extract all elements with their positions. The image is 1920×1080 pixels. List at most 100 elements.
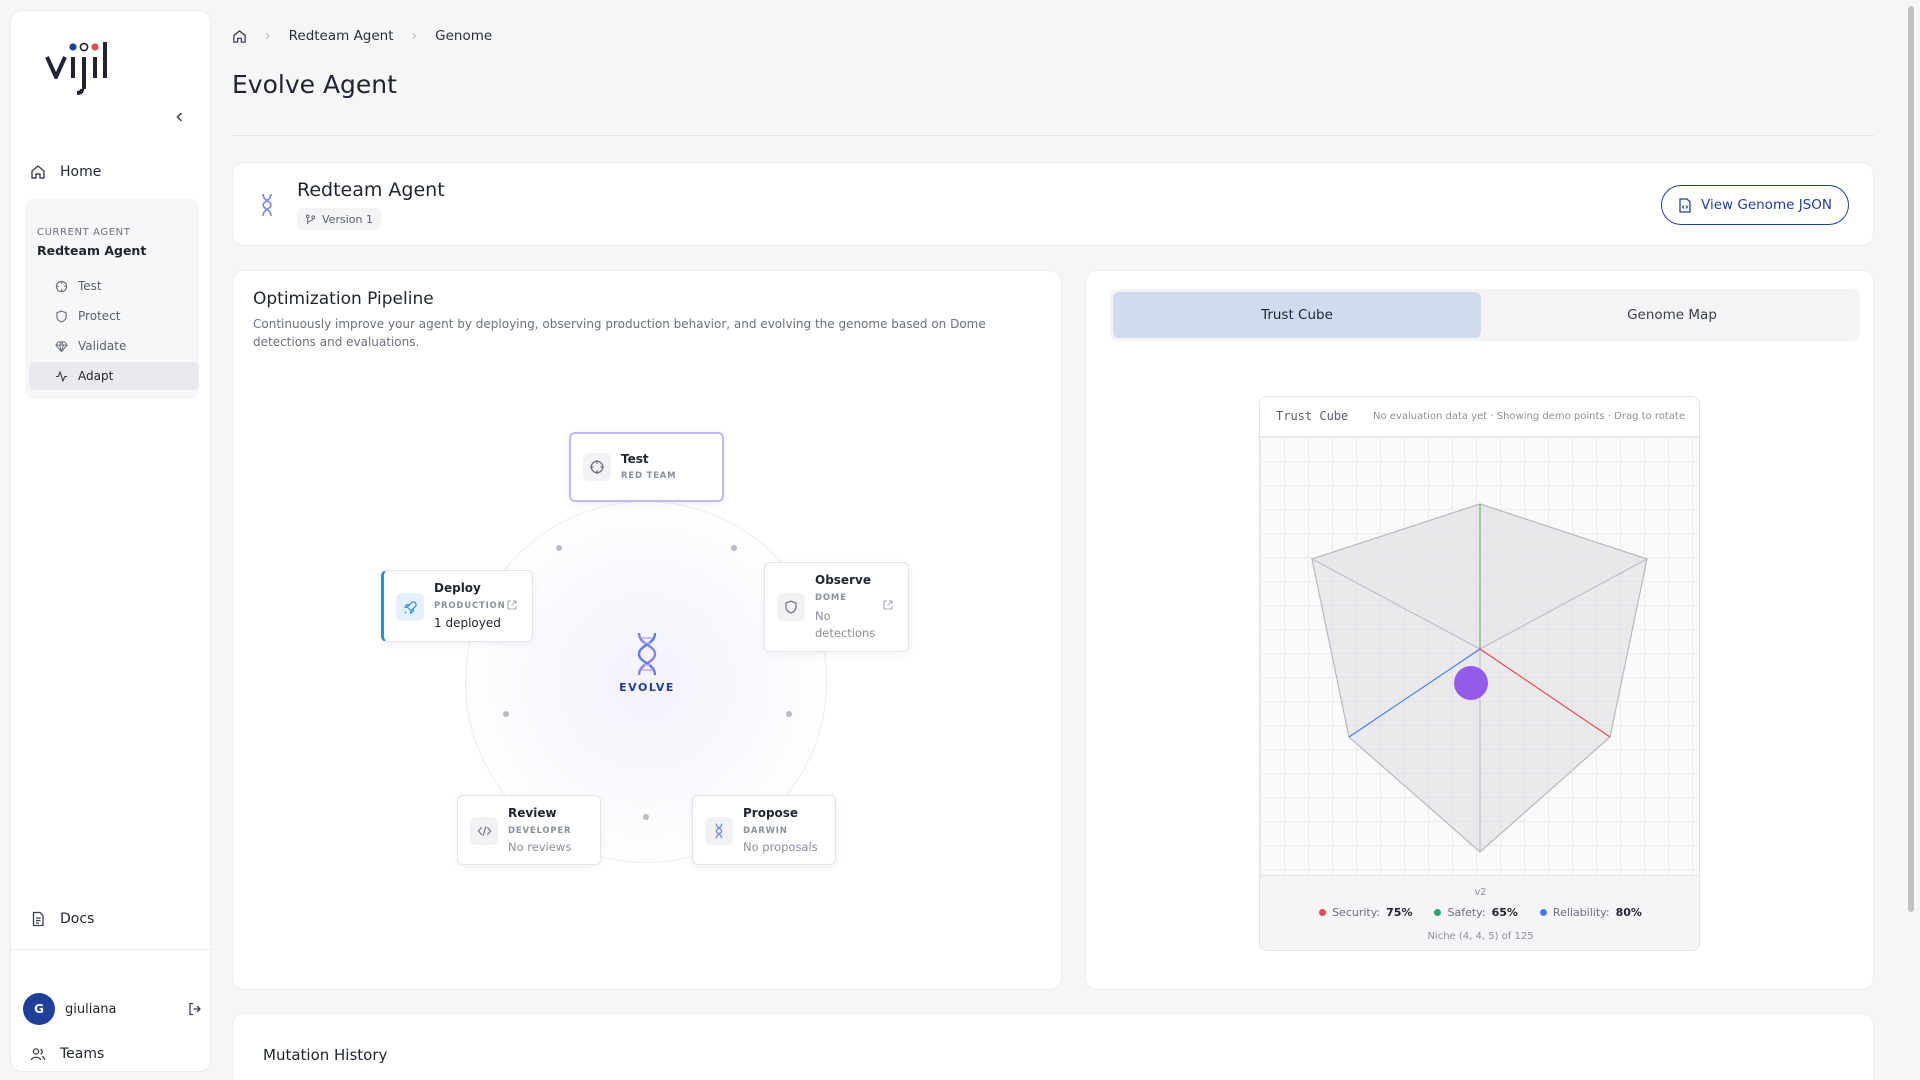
ring-dot	[731, 545, 737, 551]
avatar[interactable]: G	[23, 993, 55, 1025]
page-title: Evolve Agent	[232, 70, 397, 99]
legend-item-safety: Safety: 65%	[1434, 906, 1518, 919]
legend-dot	[1434, 909, 1442, 916]
agent-name: Redteam Agent	[297, 179, 445, 201]
user-name: giuliana	[65, 1001, 117, 1017]
agent-header-card: Redteam Agent Version 1 View Genome JSON	[232, 162, 1874, 246]
code-icon-box	[470, 817, 498, 845]
trust-cube-note: No evaluation data yet · Showing demo po…	[1372, 411, 1685, 422]
legend-dot	[1539, 909, 1547, 916]
trust-cube-svg[interactable]	[1260, 437, 1700, 875]
node-status: No proposals	[743, 840, 818, 854]
breadcrumb-item-agent[interactable]: Redteam Agent	[288, 28, 394, 44]
trust-cube-legend: Security: 75% Safety: 65% Reliability: 8…	[1260, 906, 1699, 919]
trust-cube-niche: Niche (4, 4, 5) of 125	[1427, 931, 1534, 942]
crosshair-icon	[590, 460, 604, 474]
breadcrumb-item-genome[interactable]: Genome	[435, 28, 493, 44]
home-icon[interactable]	[232, 29, 247, 44]
home-icon	[31, 165, 45, 179]
sidebar-item-label: Test	[78, 279, 102, 293]
ring-dot	[643, 814, 649, 820]
pipeline-node-propose[interactable]: Propose DARWIN No proposals	[692, 795, 836, 865]
current-agent-name: Redteam Agent	[37, 243, 147, 258]
external-link-icon[interactable]	[882, 599, 894, 611]
users-icon	[30, 1048, 46, 1061]
sidebar-item-adapt[interactable]: Adapt	[29, 362, 199, 390]
pipeline-node-test[interactable]: Test RED TEAM	[569, 432, 724, 502]
nav-teams-label: Teams	[60, 1046, 105, 1062]
document-icon	[32, 911, 44, 927]
version-badge: Version 1	[297, 208, 381, 230]
external-link-icon[interactable]	[506, 599, 518, 611]
diamond-icon	[55, 340, 68, 352]
node-subtitle: DOME	[815, 593, 847, 603]
current-agent-section: CURRENT AGENT Redteam Agent Test Protect…	[25, 199, 199, 399]
dna-icon	[637, 632, 657, 676]
node-name: Deploy	[434, 581, 481, 595]
sidebar-item-validate[interactable]: Validate	[29, 332, 199, 360]
vijil-logo[interactable]	[36, 33, 116, 97]
pipeline-node-observe[interactable]: Observe DOME No detections	[764, 562, 909, 652]
mutation-history-title: Mutation History	[263, 1046, 388, 1064]
trust-point[interactable]	[1454, 666, 1488, 700]
nav-docs[interactable]: Docs	[30, 911, 94, 927]
legend-label: Security:	[1332, 906, 1381, 919]
shield-icon	[785, 600, 797, 614]
logout-icon[interactable]	[187, 1001, 203, 1017]
rocket-icon	[403, 600, 417, 614]
shield-icon-box	[777, 593, 805, 621]
node-subtitle: RED TEAM	[621, 471, 677, 481]
sidebar-item-label: Protect	[78, 309, 121, 323]
sidebar: Home CURRENT AGENT Redteam Agent Test Pr…	[10, 10, 212, 1072]
tab-genome-map[interactable]: Genome Map	[1627, 307, 1717, 323]
view-genome-json-label: View Genome JSON	[1701, 197, 1832, 213]
ring-dot	[556, 545, 562, 551]
node-subtitle: DEVELOPER	[508, 826, 572, 836]
scrollbar-thumb[interactable]	[1908, 6, 1914, 912]
ring-dot	[503, 711, 509, 717]
page-scrollbar[interactable]	[1906, 0, 1916, 1080]
evolve-label: EVOLVE	[619, 681, 675, 694]
node-status: No reviews	[508, 840, 572, 854]
nav-home[interactable]: Home	[30, 164, 101, 180]
pipeline-node-deploy[interactable]: Deploy PRODUCTION 1 deployed	[381, 570, 533, 642]
dna-icon-box	[705, 817, 733, 845]
sidebar-item-protect[interactable]: Protect	[29, 302, 199, 330]
pipeline-node-review[interactable]: Review DEVELOPER No reviews	[457, 795, 601, 865]
current-agent-caption: CURRENT AGENT	[37, 227, 131, 238]
node-name: Observe	[815, 573, 871, 587]
legend-label: Safety:	[1447, 906, 1486, 919]
collapse-sidebar-button[interactable]	[169, 106, 191, 128]
chevron-right-icon: ›	[265, 28, 271, 44]
user-row: G giuliana	[23, 993, 203, 1025]
crosshair-icon	[55, 280, 68, 292]
dna-icon	[262, 193, 272, 217]
view-genome-json-button[interactable]: View Genome JSON	[1661, 185, 1849, 225]
optimization-pipeline-card: Optimization Pipeline Continuously impro…	[232, 270, 1062, 990]
activity-icon	[55, 370, 68, 382]
rocket-icon-box	[396, 593, 424, 621]
tab-trust-cube[interactable]: Trust Cube	[1113, 292, 1481, 338]
node-subtitle: DARWIN	[743, 826, 788, 836]
trust-panel-card: Trust Cube Genome Map Trust Cube No eval…	[1085, 270, 1874, 990]
sidebar-item-test[interactable]: Test	[29, 272, 199, 300]
sidebar-item-label: Validate	[78, 339, 127, 353]
node-subtitle: PRODUCTION	[434, 601, 506, 611]
chevron-left-icon	[176, 112, 183, 122]
legend-dot	[1319, 909, 1327, 916]
version-label: Version 1	[322, 212, 373, 226]
evolve-center: EVOLVE	[607, 631, 687, 694]
trust-cube-header: Trust Cube No evaluation data yet · Show…	[1260, 397, 1699, 437]
nav-teams[interactable]: Teams	[30, 1046, 104, 1062]
breadcrumb: › Redteam Agent › Genome	[232, 28, 492, 44]
file-code-icon	[1679, 197, 1691, 213]
dna-icon	[715, 823, 723, 839]
trust-cube-version: v2	[1474, 887, 1487, 898]
node-name: Review	[508, 806, 557, 820]
node-name: Test	[621, 452, 649, 466]
trust-cube-footer: v2 Security: 75% Safety: 65% Reliability…	[1260, 875, 1699, 950]
code-icon	[477, 826, 491, 836]
trust-cube-canvas[interactable]	[1260, 437, 1700, 875]
legend-item-security: Security: 75%	[1319, 906, 1412, 919]
view-tabs: Trust Cube Genome Map	[1110, 289, 1860, 341]
